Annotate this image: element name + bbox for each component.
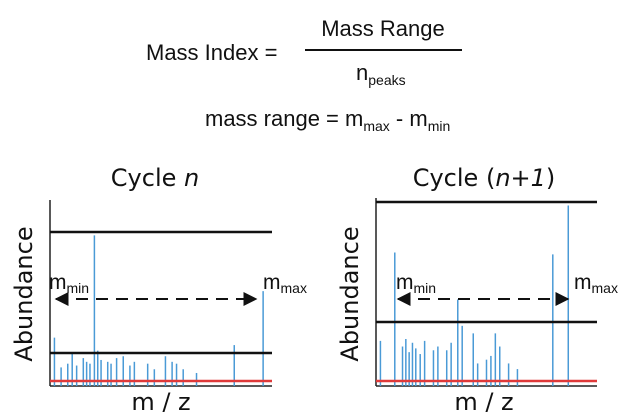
formula-lhs: Mass Index = <box>146 40 277 65</box>
formula-denominator: npeaks <box>356 60 406 88</box>
y-axis-label: Abundance <box>10 226 38 361</box>
y-axis-label: Abundance <box>336 226 364 361</box>
formula-numerator: Mass Range <box>321 16 445 41</box>
peaks-group <box>379 205 570 386</box>
m-min-label: mmin <box>396 271 436 296</box>
x-axis-label: m / z <box>454 388 513 412</box>
peaks-group <box>53 235 264 386</box>
m-max-label: mmax <box>263 271 307 296</box>
panel-cycle-n: Cycle n Abundance mmin mmax m / z <box>10 164 307 412</box>
panel-cycle-n-plus-1: Cycle (n+1) Abundance mmin mmax m / z <box>336 164 618 412</box>
m-min-label: mmin <box>49 271 89 296</box>
mass-range-formula: mass range = mmax - mmin <box>205 106 450 134</box>
panel-title: Cycle n <box>111 164 199 192</box>
mass-index-formula: Mass Index = Mass Range npeaks <box>146 16 462 88</box>
x-axis-label: m / z <box>131 388 190 412</box>
panel-title: Cycle (n+1) <box>413 164 556 192</box>
m-max-label: mmax <box>574 271 618 296</box>
